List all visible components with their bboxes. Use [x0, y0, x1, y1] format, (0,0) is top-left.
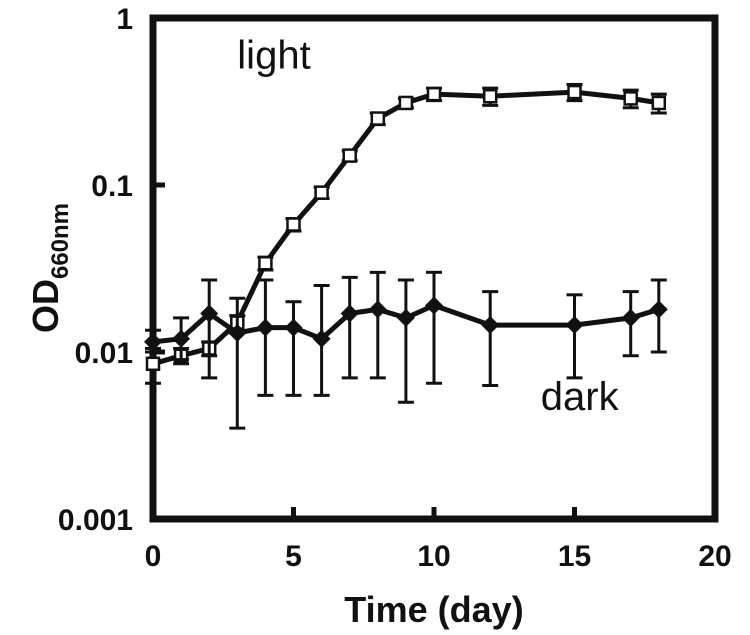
x-axis: 0 5 10 15 20	[145, 507, 732, 573]
y-axis: 0.001 0.01 0.1 1	[58, 3, 165, 537]
y-tick-label: 0.01	[75, 337, 133, 370]
y-tick-label: 0.001	[58, 504, 133, 537]
data-point-dark	[368, 300, 387, 319]
y-axis-title-subscript: 660nm	[47, 203, 74, 279]
data-point-dark	[284, 318, 303, 337]
data-point-dark	[340, 304, 359, 323]
series-dark	[144, 270, 668, 430]
data-point-dark	[228, 323, 247, 342]
x-tick-label: 5	[285, 540, 302, 573]
y-tick-label: 1	[116, 3, 133, 36]
data-point-light	[314, 185, 329, 200]
y-tick-label: 0.1	[91, 170, 133, 203]
x-axis-title: Time (day)	[344, 589, 523, 630]
y-axis-title-main: OD	[25, 279, 66, 333]
data-point-dark	[312, 329, 331, 348]
data-point-dark	[481, 316, 500, 335]
data-point-light	[651, 95, 667, 111]
data-point-dark	[172, 329, 191, 348]
data-point-light	[286, 217, 301, 232]
data-point-dark	[396, 308, 415, 327]
data-point-dark	[565, 316, 584, 335]
x-tick-label: 0	[145, 540, 162, 573]
data-point-light	[623, 91, 638, 106]
data-point-dark	[200, 304, 219, 323]
data-point-dark	[144, 332, 162, 351]
data-point-dark	[425, 296, 443, 315]
x-tick-label: 10	[417, 540, 450, 573]
data-point-light	[567, 84, 582, 100]
x-tick-label: 20	[698, 540, 731, 573]
data-point-light	[482, 88, 498, 104]
annotation-dark: dark	[541, 375, 620, 419]
data-point-light	[342, 148, 357, 163]
data-point-dark	[621, 308, 640, 327]
data-point-light	[370, 111, 386, 126]
x-tick-label: 15	[558, 540, 591, 573]
data-point-light	[258, 255, 273, 271]
data-point-dark	[649, 300, 668, 319]
data-point-light	[145, 356, 161, 372]
series-layer	[144, 82, 668, 430]
data-point-light	[426, 86, 442, 102]
y-axis-title: OD660nm	[25, 203, 74, 333]
data-point-dark	[256, 318, 275, 337]
annotation-light: light	[237, 33, 310, 77]
data-point-light	[398, 95, 414, 111]
